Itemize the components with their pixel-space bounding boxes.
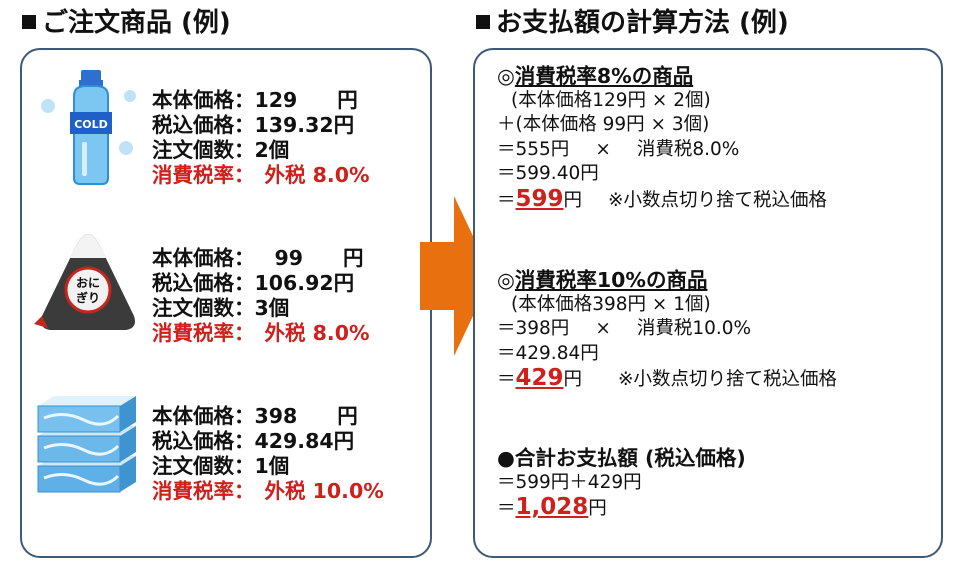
product-item-bottle: COLD 本体価格：129 円 税込価格：139.32円 注文個数：2個 消費税率… (22, 56, 430, 196)
square-bullet-icon (22, 15, 36, 29)
order-items-panel: COLD 本体価格：129 円 税込価格：139.32円 注文個数：2個 消費税率… (20, 48, 432, 558)
square-bullet-icon (476, 15, 490, 29)
tissue-box-icon (37, 396, 136, 493)
svg-text:COLD: COLD (74, 118, 108, 131)
svg-text:ぎり: ぎり (76, 290, 100, 305)
calc-10-result: ＝429円 ※小数点切り捨て税込価格 (497, 365, 838, 392)
order-items-heading: ご注文商品 (例) (22, 2, 231, 39)
total-heading: ●合計お支払額 (税込価格) (497, 446, 746, 470)
calc-8-heading: ◎消費税率8%の商品 (497, 64, 694, 88)
payment-calc-heading: お支払額の計算方法 (例) (476, 2, 789, 39)
total-result: ＝1,028円 (497, 494, 607, 521)
svg-text:おに: おに (76, 276, 100, 290)
product-item-onigiri: おに ぎり 本体価格： 99 円 税込価格：106.92円 注文個数：3個 消費税率… (22, 214, 430, 354)
calc-section-8-percent: ◎消費税率8%の商品 (本体価格129円 × 2個) ＋(本体価格 99円 × … (497, 64, 828, 212)
payment-calc-panel: ◎消費税率8%の商品 (本体価格129円 × 2個) ＋(本体価格 99円 × … (473, 48, 943, 558)
calc-10-heading: ◎消費税率10%の商品 (497, 268, 708, 292)
cold-bottle-icon: COLD (41, 70, 136, 185)
product-specs: 本体価格：129 円 税込価格：139.32円 注文個数：2個 消費税率： 外税 8… (152, 88, 370, 187)
product-item-tissue: 本体価格：398 円 税込価格：429.84円 注文個数：1個 消費税率： 外税 1… (22, 372, 430, 512)
calc-section-total: ●合計お支払額 (税込価格) ＝599円＋429円 ＝1,028円 (497, 446, 746, 521)
calc-8-result: ＝599円 ※小数点切り捨て税込価格 (497, 185, 828, 212)
onigiri-icon: おに ぎり (34, 234, 135, 330)
product-specs: 本体価格：398 円 税込価格：429.84円 注文個数：1個 消費税率： 外税 1… (152, 404, 384, 503)
calc-section-10-percent: ◎消費税率10%の商品 (本体価格398円 × 1個) ＝398円 × 消費税10.… (497, 268, 838, 392)
product-specs: 本体価格： 99 円 税込価格：106.92円 注文個数：3個 消費税率： 外税 8.… (152, 246, 370, 345)
right-arrow-icon (420, 196, 492, 356)
